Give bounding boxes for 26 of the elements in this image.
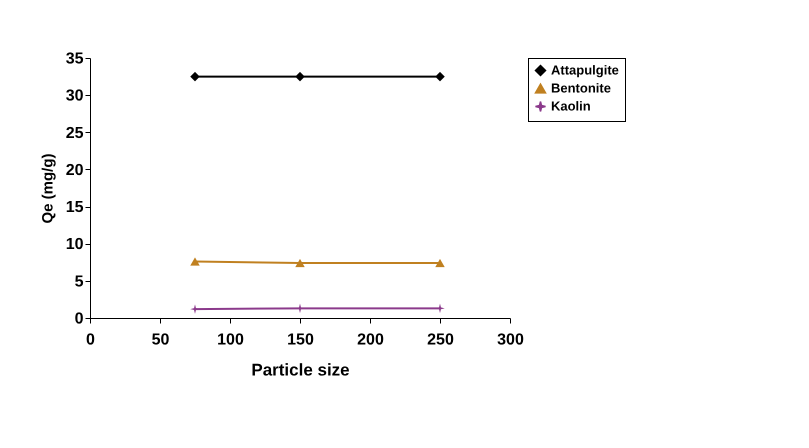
legend-label: Bentonite xyxy=(551,80,611,96)
legend-label: Attapulgite xyxy=(551,62,619,78)
point xyxy=(435,258,445,268)
y-tick-label: 35 xyxy=(66,50,84,68)
y-tick-label: 30 xyxy=(66,88,84,105)
y-tick-label: 20 xyxy=(66,162,84,179)
point xyxy=(295,72,305,82)
point xyxy=(190,72,200,82)
x-tick-label: 0 xyxy=(86,332,96,348)
point xyxy=(190,257,200,266)
point xyxy=(435,72,445,82)
x-tick-label: 100 xyxy=(217,332,244,348)
y-tick-label: 15 xyxy=(66,199,84,216)
x-tick-label: 150 xyxy=(287,332,314,348)
y-tick-label: 0 xyxy=(74,310,84,328)
point xyxy=(295,258,305,268)
y-tick-label: 5 xyxy=(74,273,84,290)
y-tick-label: 10 xyxy=(66,236,84,254)
x-tick-label: 200 xyxy=(357,332,384,348)
legend-label: Kaolin xyxy=(551,98,591,114)
x-tick-label: 250 xyxy=(427,332,454,348)
y-tick-label: 25 xyxy=(66,124,84,142)
x-tick-label: 50 xyxy=(152,332,170,348)
x-tick-label: 300 xyxy=(497,332,524,348)
x-axis-title: Particle size xyxy=(251,360,350,380)
y-axis-title: Qe (mg/g) xyxy=(40,154,57,224)
